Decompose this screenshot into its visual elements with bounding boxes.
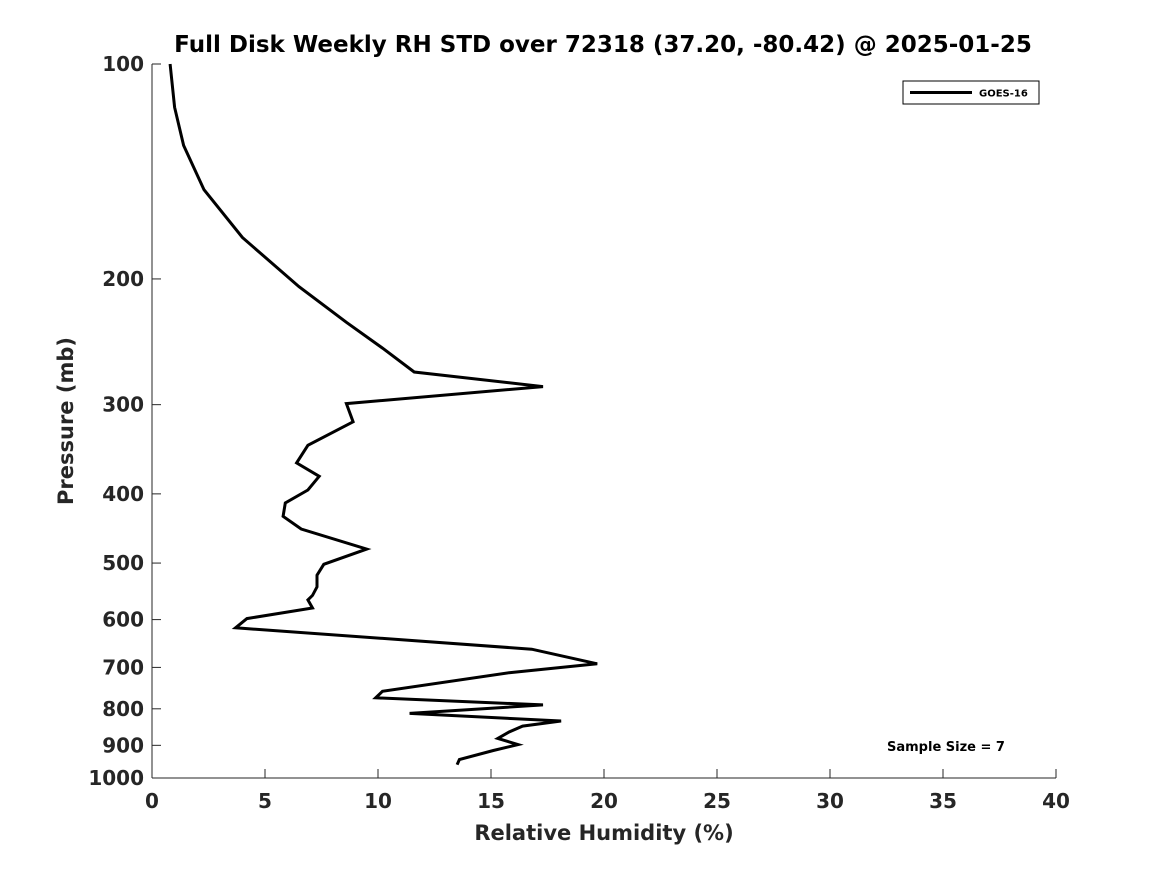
y-tick-label: 200 [102, 267, 144, 291]
x-tick-label: 10 [364, 789, 392, 813]
sample-size-annotation: Sample Size = 7 [887, 740, 1005, 755]
y-tick-label: 500 [102, 551, 144, 575]
x-tick-label: 15 [477, 789, 505, 813]
y-tick-label: 1000 [88, 766, 144, 790]
y-tick-label: 700 [102, 655, 144, 679]
x-tick-label: 30 [816, 789, 844, 813]
y-tick-label: 600 [102, 608, 144, 632]
x-tick-label: 40 [1042, 789, 1070, 813]
y-axis-title: Pressure (mb) [54, 337, 78, 505]
legend: GOES-16 [902, 80, 1040, 105]
x-tick-label: 5 [258, 789, 272, 813]
x-tick-label: 35 [929, 789, 957, 813]
legend-label-goes-16: GOES-16 [979, 89, 1028, 100]
series-layer [168, 63, 598, 766]
chart-title: Full Disk Weekly RH STD over 72318 (37.2… [174, 32, 1032, 58]
y-tick-label: 100 [102, 52, 144, 76]
x-tick-label: 0 [145, 789, 159, 813]
x-axis-title: Relative Humidity (%) [474, 821, 733, 845]
y-tick-label: 400 [102, 482, 144, 506]
y-tick-label: 800 [102, 697, 144, 721]
y-tick-label: 300 [102, 393, 144, 417]
x-axis: 0 5 10 15 20 25 30 35 40 [145, 769, 1070, 813]
y-tick-label: 900 [102, 733, 144, 757]
y-axis: 100 200 300 400 500 600 700 800 900 1000 [88, 52, 161, 790]
series-line-goes-16 [168, 63, 598, 766]
x-tick-label: 20 [590, 789, 618, 813]
x-tick-label: 25 [703, 789, 731, 813]
